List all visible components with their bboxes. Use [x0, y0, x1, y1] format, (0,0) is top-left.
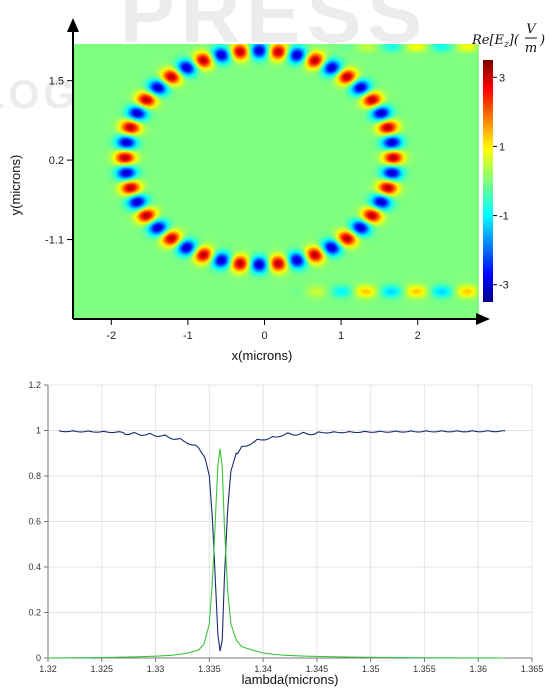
spectrum-x-tick-label: 1.36	[469, 664, 487, 674]
spectrum-y-tick-label: 1	[36, 426, 41, 436]
heatmap-y-tick-label: 0.2	[49, 155, 64, 167]
heatmap-x-arrow-icon	[476, 313, 490, 325]
spectrum-series-line	[47, 448, 506, 659]
spectrum-series-line	[58, 430, 506, 652]
spectrum-plot: 1.32 1.325 1.33 1.335 1.34 1.345 1.35 1.355 1.36…	[28, 380, 543, 687]
colorbar-tick-label: 1	[499, 141, 505, 153]
colorbar-tick-label: -3	[499, 280, 509, 292]
spectrum-y-tick-label: 0.2	[28, 608, 41, 618]
spectrum-x-tick-label: 1.355	[413, 664, 436, 674]
heatmap-y-label: y(microns)	[8, 155, 23, 216]
colorbar-unit-numerator: V	[526, 22, 537, 37]
colorbar	[483, 60, 493, 302]
heatmap-x-tick-label: 2	[415, 330, 421, 342]
colorbar-tick-label: 3	[499, 72, 505, 84]
field-heatmap	[73, 44, 479, 319]
spectrum-x-tick-label: 1.34	[254, 664, 272, 674]
heatmap-x-tick-label: -2	[106, 330, 116, 342]
spectrum-x-tick-label: 1.33	[147, 664, 165, 674]
heatmap-plot: -2 -1 0 1 21.50.2-1.1 x(microns) y(microns) …	[8, 18, 545, 363]
spectrum-y-tick-label: 0.6	[28, 517, 41, 527]
heatmap-x-tick-label: 1	[338, 330, 344, 342]
spectrum-y-tick-label: 0.4	[28, 562, 41, 572]
spectrum-x-label: lambda(microns)	[242, 672, 339, 687]
spectrum-x-tick-label: 1.32	[39, 664, 57, 674]
heatmap-x-tick-label: 0	[261, 330, 267, 342]
spectrum-x-tick-label: 1.335	[198, 664, 221, 674]
colorbar-label: Re[Ez](	[471, 33, 520, 50]
colorbar-tick-label: -1	[499, 211, 509, 223]
spectrum-x-tick-label: 1.35	[362, 664, 380, 674]
heatmap-y-arrow-icon	[67, 18, 79, 32]
colorbar-unit-denominator: m	[525, 41, 537, 56]
heatmap-y-tick-label: 1.5	[49, 76, 64, 88]
heatmap-x-tick-label: -1	[183, 330, 193, 342]
spectrum-x-tick-label: 1.345	[306, 664, 329, 674]
spectrum-y-tick-label: 0.8	[28, 471, 41, 481]
spectrum-y-tick-label: 0	[36, 653, 41, 663]
heatmap-y-tick-label: -1.1	[45, 235, 64, 247]
spectrum-y-tick-label: 1.2	[28, 380, 41, 390]
colorbar-label-suffix: )	[539, 33, 545, 48]
heatmap-x-label: x(microns)	[232, 348, 293, 363]
spectrum-x-tick-label: 1.365	[521, 664, 544, 674]
spectrum-x-tick-label: 1.325	[91, 664, 114, 674]
